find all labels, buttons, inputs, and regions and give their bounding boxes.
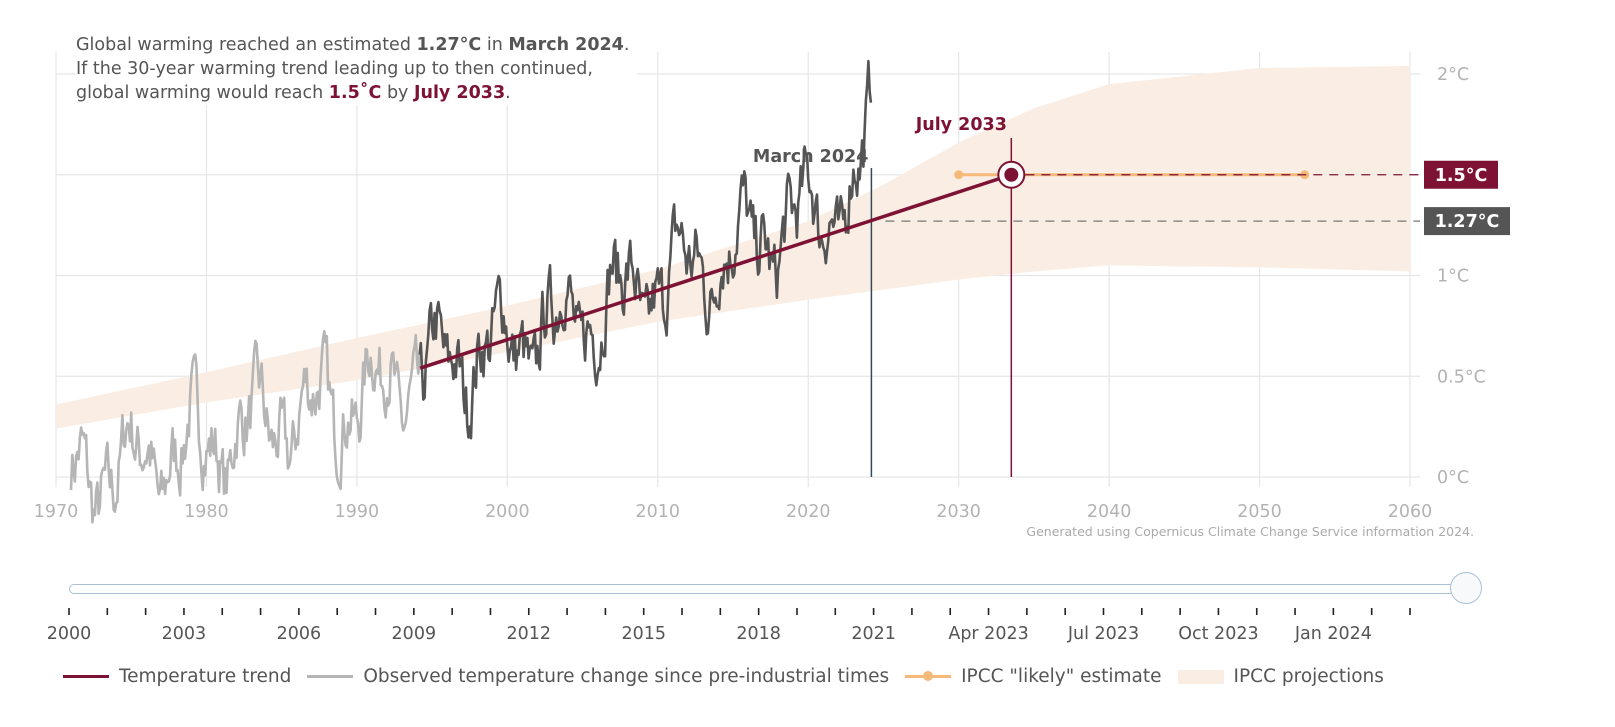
x-tick-label: 1970	[34, 502, 79, 522]
y-tick-label: 2°C	[1437, 65, 1469, 85]
timeline-tick-label: 2000	[47, 624, 92, 644]
timeline-tick-label: Jul 2023	[1067, 624, 1139, 644]
y-tick-label: 0°C	[1437, 468, 1469, 488]
x-tick-label: 1980	[184, 502, 229, 522]
observed-series-early	[69, 329, 421, 524]
timeline-tick-label: 2018	[736, 624, 781, 644]
chart-headline: Global warming reached an estimated 1.27…	[76, 33, 638, 105]
current-value: 1.27°C	[416, 35, 482, 55]
legend-item-temperature-trend[interactable]: Temperature trend	[63, 666, 291, 687]
timeline-slider-handle[interactable]	[1450, 572, 1482, 604]
x-tick-label: 2050	[1237, 502, 1282, 522]
legend-item-ipcc-likely[interactable]: IPCC "likely" estimate	[905, 666, 1162, 687]
timeline-tick-label: 2009	[392, 624, 437, 644]
legend-swatch-observed	[307, 675, 354, 678]
legend-item-observed[interactable]: Observed temperature change since pre-in…	[307, 666, 889, 687]
timeline-tick-label: 2015	[621, 624, 666, 644]
x-tick-label: 2000	[485, 502, 530, 522]
timeline-tick-label: Oct 2023	[1178, 624, 1258, 644]
x-tick-label: 2040	[1087, 502, 1132, 522]
legend-item-ipcc-projections[interactable]: IPCC projections	[1177, 666, 1384, 687]
ipcc-projection-band	[56, 65, 1410, 429]
legend-swatch-ipcc-projections	[1177, 669, 1224, 684]
x-tick-label: 2060	[1388, 502, 1433, 522]
timeline-tick-label: 2012	[506, 624, 551, 644]
target-value-badge-text: 1.5°C	[1435, 166, 1488, 186]
current-value-badge	[1424, 207, 1510, 236]
legend-swatch-trend	[63, 675, 109, 678]
x-tick-label: 1990	[335, 502, 380, 522]
target-date: July 2033	[413, 83, 506, 103]
target-value: 1.5˚C	[328, 83, 382, 103]
timeline-tick-label: 2006	[277, 624, 322, 644]
temperature-trend-line	[419, 173, 1012, 370]
current-marker-label: March 2024	[753, 147, 869, 167]
x-tick-label: 2010	[636, 502, 681, 522]
timeline-tick-label: Apr 2023	[948, 624, 1028, 644]
y-tick-label: 1°C	[1437, 267, 1469, 287]
timeline-slider-track[interactable]	[69, 584, 1469, 594]
chart-legend: Temperature trend Observed temperature c…	[63, 666, 1400, 687]
target-point	[1004, 167, 1019, 182]
x-tick-label: 2030	[936, 502, 981, 522]
legend-swatch-ipcc-likely	[905, 671, 952, 681]
observed-series-recent	[418, 59, 873, 440]
ipcc-likely-start-dot	[954, 170, 964, 180]
x-tick-label: 2020	[786, 502, 831, 522]
y-tick-label: 0.5°C	[1437, 367, 1486, 387]
target-marker-label: July 2033	[915, 115, 1007, 135]
timeline-tick-label: Jan 2024	[1294, 624, 1372, 644]
timeline-tick-label: 2003	[162, 624, 207, 644]
current-date: March 2024	[508, 35, 624, 55]
timeline-tick-label: 2021	[851, 624, 896, 644]
current-value-badge-text: 1.27°C	[1435, 212, 1500, 232]
source-note: Generated using Copernicus Climate Chang…	[1026, 524, 1474, 539]
target-value-badge	[1424, 160, 1498, 189]
